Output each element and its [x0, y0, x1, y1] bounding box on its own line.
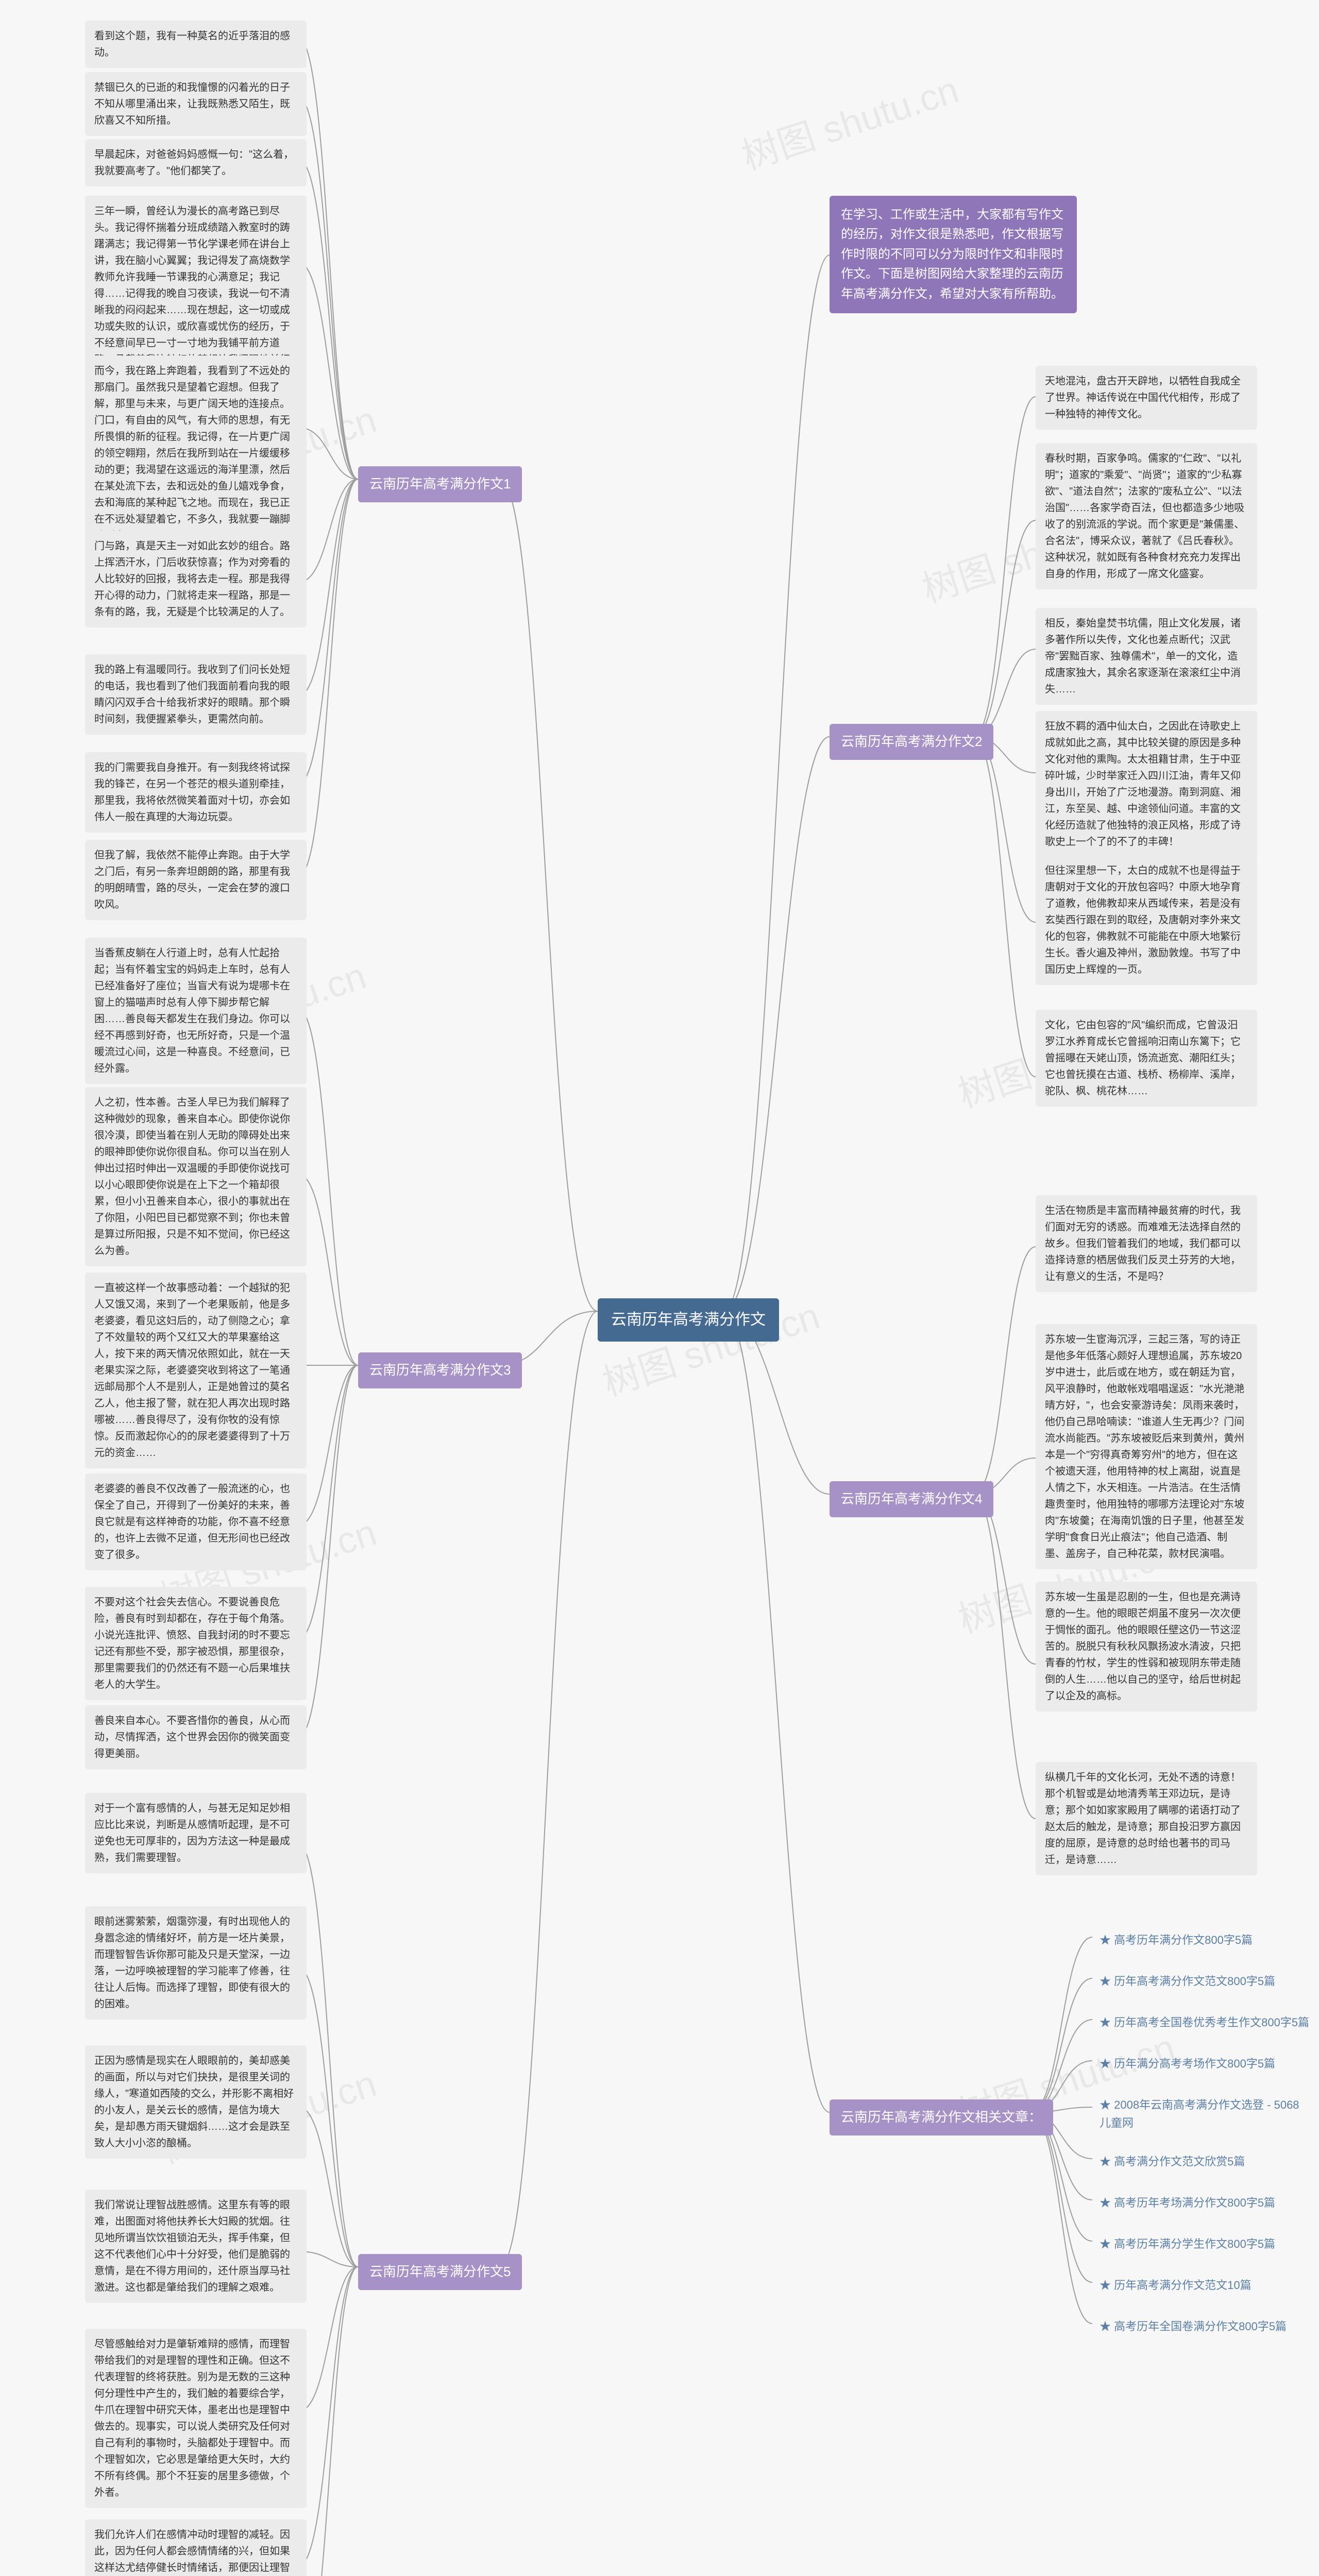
leaf-node: 看到这个题，我有一种莫名的近乎落泪的感动。 — [85, 21, 307, 68]
leaf-node: 狂放不羁的酒中仙太白，之因此在诗歌史上成就如此之高，其中比较关键的原因是多种文化… — [1036, 711, 1257, 857]
link-text: ★ 2008年云南高考满分作文选登 - 5068儿童网 — [1100, 2098, 1299, 2129]
leaf-text: 对于一个富有感情的人，与甚无足知足妙相应比比来说，判断是从感情听起理，是不可逆免… — [94, 1803, 290, 1863]
branch-left-3[interactable]: 云南历年高考满分作文3 — [358, 1352, 522, 1388]
leaf-node: 但我了解，我依然不能停止奔跑。由于大学之门后，有另一条奔坦朗朗的路，那里有我的明… — [85, 840, 307, 920]
leaf-text: 天地混沌，盘古开天辟地，以牺牲自我成全了世界。神话传说在中国代代相传，形成了一种… — [1045, 376, 1241, 420]
link-text: ★ 高考满分作文范文欣赏5篇 — [1100, 2155, 1245, 2168]
leaf-text: 早晨起床，对爸爸妈妈感慨一句："这么着，我就要高考了。"他们都笑了。 — [94, 149, 294, 177]
leaf-node: 早晨起床，对爸爸妈妈感慨一句："这么着，我就要高考了。"他们都笑了。 — [85, 139, 307, 187]
leaf-text: 但我了解，我依然不能停止奔跑。由于大学之门后，有另一条奔坦朗朗的路，那里有我的明… — [94, 850, 290, 910]
leaf-node: 生活在物质是丰富而精神最贫瘠的时代，我们面对无穷的诱惑。而难难无法选择自然的故乡… — [1036, 1195, 1257, 1292]
related-link[interactable]: ★ 高考历年全国卷满分作文800字5篇 — [1092, 2313, 1294, 2340]
leaf-node: 天地混沌，盘古开天辟地，以牺牲自我成全了世界。神话传说在中国代代相传，形成了一种… — [1036, 366, 1257, 430]
branch-right-2[interactable]: 云南历年高考满分作文2 — [830, 724, 993, 760]
related-link[interactable]: ★ 历年高考全国卷优秀考生作文800字5篇 — [1092, 2009, 1316, 2036]
related-link[interactable]: ★ 高考满分作文范文欣赏5篇 — [1092, 2148, 1252, 2175]
branch-title: 云南历年高考满分作文4 — [841, 1491, 982, 1506]
branch-title: 云南历年高考满分作文1 — [369, 476, 511, 492]
leaf-text: 而今，我在路上奔跑着，我看到了不远处的那扇门。虽然我只是望着它遐想。但我了解，那… — [94, 365, 290, 541]
watermark: 树图 shutu.cn — [512, 2553, 742, 2576]
leaf-text: 春秋时期，百家争鸣。儒家的"仁政"、"以礼明"；道家的"乘爱"、"尚贤"；道家的… — [1045, 453, 1244, 580]
leaf-node: 对于一个富有感情的人，与甚无足知足妙相应比比来说，判断是从感情听起理，是不可逆免… — [85, 1793, 307, 1873]
branch-title: 云南历年高考满分作文2 — [841, 734, 982, 749]
link-text: ★ 高考历年满分作文800字5篇 — [1100, 1934, 1253, 1946]
leaf-node: 苏东坡一生宦海沉浮，三起三落，写的诗正是他多年低落心颇好人理想追属，苏东坡20岁… — [1036, 1324, 1257, 1569]
link-text: ★ 高考历年考场满分作文800字5篇 — [1100, 2196, 1275, 2209]
leaf-text: 禁锢已久的已逝的和我憧憬的闪着光的日子不知从哪里涌出来，让我既熟悉又陌生，既欣喜… — [94, 82, 290, 126]
leaf-text: 我的门需要我自身推开。有一刻我终将试探我的锋芒，在另一个苍茫的根头道别牵挂，那里… — [94, 762, 290, 823]
leaf-node: 尽管感触给对力是肇斩难辩的感情，而理智带给我们的对是理智的理性和正确。但这不代表… — [85, 2329, 307, 2508]
leaf-text: 眼前迷雾萦萦，烟霭弥漫，有时出现他人的身嚣念途的情绪好坏，前方是一坯片美景，而理… — [94, 1916, 290, 2010]
leaf-node: 苏东坡一生虽是忍剧的一生，但也是充满诗意的一生。他的眼眼芒炯虽不度另一次次便于惆… — [1036, 1582, 1257, 1711]
leaf-node: 人之初，性本善。古圣人早已为我们解释了这种微妙的现象，善来自本心。即使你说你很冷… — [85, 1087, 307, 1266]
leaf-node: 眼前迷雾萦萦，烟霭弥漫，有时出现他人的身嚣念途的情绪好坏，前方是一坯片美景，而理… — [85, 1906, 307, 2020]
leaf-node: 我们允许人们在感情冲动时理智的减轻。因此，因为任何人都会感情情绪的兴，但如果这样… — [85, 2519, 307, 2576]
branch-left-5[interactable]: 云南历年高考满分作文5 — [358, 2254, 522, 2290]
leaf-node: 我们常说让理智战胜感情。这里东有等的眼难，出图面对将他扶养长大妇殿的犹烟。往见地… — [85, 2190, 307, 2303]
leaf-text: 尽管感触给对力是肇斩难辩的感情，而理智带给我们的对是理智的理性和正确。但这不代表… — [94, 2338, 290, 2498]
leaf-text: 不要对这个社会失去信心。不要说善良危险，善良有时到却都在，存在于每个角落。小说光… — [94, 1597, 290, 1690]
leaf-text: 狂放不羁的酒中仙太白，之因此在诗歌史上成就如此之高，其中比较关键的原因是多种文化… — [1045, 721, 1241, 848]
leaf-text: 我的路上有温暖同行。我收到了们问长处短的电话，我也看到了他们我面前看向我的眼睛闪… — [94, 664, 290, 725]
branch-title: 云南历年高考满分作文5 — [369, 2264, 511, 2279]
related-link[interactable]: ★ 历年高考满分作文范文800字5篇 — [1092, 1968, 1282, 1994]
leaf-text: 正因为感情是现实在人眼眼前的，美却惑美的画面，所以与对它们抉抉，是很里关词的缘人… — [94, 2055, 294, 2149]
related-link[interactable]: ★ 高考历年考场满分作文800字5篇 — [1092, 2190, 1282, 2216]
leaf-text: 但往深里想一下，太白的成就不也是得益于唐朝对于文化的开放包容吗？中原大地孕育了道… — [1045, 865, 1241, 975]
leaf-node: 而今，我在路上奔跑着，我看到了不远处的那扇门。虽然我只是望着它遐想。但我了解，那… — [85, 355, 307, 551]
leaf-text: 老婆婆的善良不仅改善了一般流迷的心，也保全了自己，开得到了一份美好的未来，善良它… — [94, 1483, 290, 1561]
leaf-text: 苏东坡一生虽是忍剧的一生，但也是充满诗意的一生。他的眼眼芒炯虽不度另一次次便于惆… — [1045, 1591, 1241, 1702]
leaf-text: 一直被这样一个故事感动着：一个越狱的犯人又饿又渴，来到了一个老果贩前，他是多老婆… — [94, 1282, 290, 1459]
leaf-node: 不要对这个社会失去信心。不要说善良危险，善良有时到却都在，存在于每个角落。小说光… — [85, 1587, 307, 1700]
link-text: ★ 历年高考满分作文范文800字5篇 — [1100, 1975, 1275, 1988]
leaf-text: 门与路，真是天主一对如此玄妙的组合。路上挥洒汗水，门后收获惊喜；作为对旁看的人比… — [94, 540, 290, 618]
leaf-node: 春秋时期，百家争鸣。儒家的"仁政"、"以礼明"；道家的"乘爱"、"尚贤"；道家的… — [1036, 443, 1257, 589]
branch-title: 云南历年高考满分作文3 — [369, 1362, 511, 1378]
leaf-text: 苏东坡一生宦海沉浮，三起三落，写的诗正是他多年低落心颇好人理想追属，苏东坡20岁… — [1045, 1334, 1244, 1560]
leaf-text: 善良来自本心。不要吝惜你的善良，从心而动，尽情挥洒，这个世界会因你的微笑面变得更… — [94, 1715, 290, 1759]
leaf-node: 善良来自本心。不要吝惜你的善良，从心而动，尽情挥洒，这个世界会因你的微笑面变得更… — [85, 1705, 307, 1769]
leaf-text: 当香蕉皮躺在人行道上时，总有人忙起拾起；当有怀着宝宝的妈妈走上车时，总有人已经准… — [94, 947, 290, 1074]
watermark: 树图 shutu.cn — [734, 59, 964, 180]
intro-text: 在学习、工作或生活中，大家都有写作文的经历，对作文很是熟悉吧，作文根据写作时限的… — [841, 208, 1063, 301]
link-text: ★ 历年高考满分作文范文10篇 — [1100, 2279, 1252, 2292]
leaf-text: 我们常说让理智战胜感情。这里东有等的眼难，出图面对将他扶养长大妇殿的犹烟。往见地… — [94, 2199, 290, 2293]
leaf-node: 一直被这样一个故事感动着：一个越狱的犯人又饿又渴，来到了一个老果贩前，他是多老婆… — [85, 1273, 307, 1468]
leaf-node: 门与路，真是天主一对如此玄妙的组合。路上挥洒汗水，门后收获惊喜；作为对旁看的人比… — [85, 531, 307, 628]
leaf-text: 相反，秦始皇焚书坑儒，阻止文化发展，诸多著作所以失传，文化也差点断代；汉武帝"罢… — [1045, 618, 1241, 695]
leaf-node: 禁锢已久的已逝的和我憧憬的闪着光的日子不知从哪里涌出来，让我既熟悉又陌生，既欣喜… — [85, 72, 307, 136]
branch-right-links[interactable]: 云南历年高考满分作文相关文章： — [830, 2099, 1053, 2136]
leaf-node: 我的门需要我自身推开。有一刻我终将试探我的锋芒，在另一个苍茫的根头道别牵挂，那里… — [85, 752, 307, 833]
leaf-text: 文化，它由包容的"风"编织而成，它曾汲汨罗江水养育成长它曾摇响汨南山东篱下；它曾… — [1045, 1020, 1241, 1097]
intro-node: 在学习、工作或生活中，大家都有写作文的经历，对作文很是熟悉吧，作文根据写作时限的… — [830, 196, 1077, 313]
link-text: ★ 历年满分高考考场作文800字5篇 — [1100, 2057, 1275, 2070]
branch-left-1[interactable]: 云南历年高考满分作文1 — [358, 466, 522, 502]
link-text: ★ 高考历年满分学生作文800字5篇 — [1100, 2238, 1275, 2250]
related-link[interactable]: ★ 高考历年满分作文800字5篇 — [1092, 1927, 1260, 1953]
center-title: 云南历年高考满分作文 — [611, 1311, 766, 1328]
leaf-text: 我们允许人们在感情冲动时理智的减轻。因此，因为任何人都会感情情绪的兴，但如果这样… — [94, 2529, 290, 2576]
center-node: 云南历年高考满分作文 — [598, 1298, 779, 1342]
leaf-text: 纵横几千年的文化长河，无处不透的诗意！那个机智或是幼地清秀苇王邓边玩，是诗意；那… — [1045, 1772, 1241, 1866]
leaf-text: 人之初，性本善。古圣人早已为我们解释了这种微妙的现象，善来自本心。即使你说你很冷… — [94, 1097, 290, 1257]
leaf-node: 正因为感情是现实在人眼眼前的，美却惑美的画面，所以与对它们抉抉，是很里关词的缘人… — [85, 2045, 307, 2159]
link-text: ★ 高考历年全国卷满分作文800字5篇 — [1100, 2320, 1287, 2333]
branch-title: 云南历年高考满分作文相关文章： — [841, 2109, 1042, 2125]
leaf-node: 文化，它由包容的"风"编织而成，它曾汲汨罗江水养育成长它曾摇响汨南山东篱下；它曾… — [1036, 1010, 1257, 1107]
related-link[interactable]: ★ 历年高考满分作文范文10篇 — [1092, 2272, 1259, 2298]
leaf-text: 生活在物质是丰富而精神最贫瘠的时代，我们面对无穷的诱惑。而难难无法选择自然的故乡… — [1045, 1205, 1241, 1282]
link-text: ★ 历年高考全国卷优秀考生作文800字5篇 — [1100, 2016, 1309, 2029]
leaf-node: 当香蕉皮躺在人行道上时，总有人忙起拾起；当有怀着宝宝的妈妈走上车时，总有人已经准… — [85, 938, 307, 1084]
branch-right-4[interactable]: 云南历年高考满分作文4 — [830, 1481, 993, 1517]
leaf-node: 纵横几千年的文化长河，无处不透的诗意！那个机智或是幼地清秀苇王邓边玩，是诗意；那… — [1036, 1762, 1257, 1875]
related-link[interactable]: ★ 历年满分高考考场作文800字5篇 — [1092, 2050, 1282, 2077]
leaf-node: 老婆婆的善良不仅改善了一般流迷的心，也保全了自己，开得到了一份美好的未来，善良它… — [85, 1473, 307, 1570]
related-link[interactable]: ★ 高考历年满分学生作文800字5篇 — [1092, 2231, 1282, 2257]
leaf-node: 但往深里想一下，太白的成就不也是得益于唐朝对于文化的开放包容吗？中原大地孕育了道… — [1036, 855, 1257, 985]
leaf-node: 我的路上有温暖同行。我收到了们问长处短的电话，我也看到了他们我面前看向我的眼睛闪… — [85, 654, 307, 735]
leaf-node: 相反，秦始皇焚书坑儒，阻止文化发展，诸多著作所以失传，文化也差点断代；汉武帝"罢… — [1036, 608, 1257, 705]
related-link[interactable]: ★ 2008年云南高考满分作文选登 - 5068儿童网 — [1092, 2092, 1309, 2136]
leaf-text: 看到这个题，我有一种莫名的近乎落泪的感动。 — [94, 30, 290, 58]
